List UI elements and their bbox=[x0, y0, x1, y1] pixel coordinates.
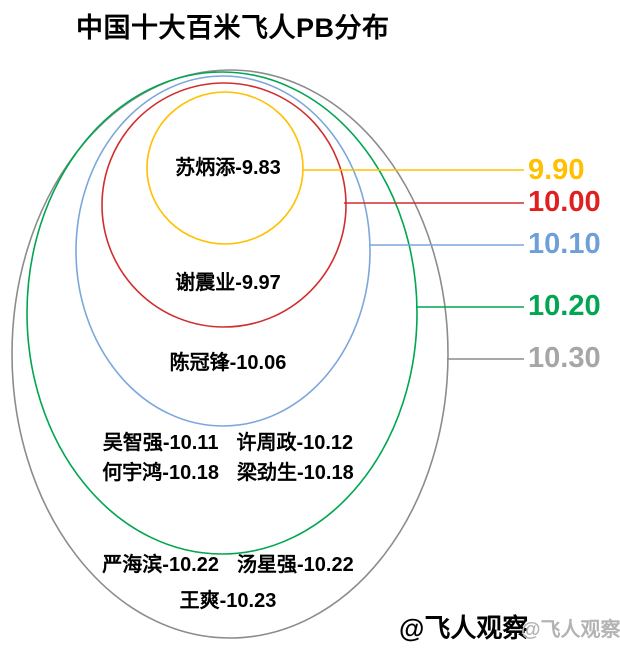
ring-9.90-ellipse bbox=[146, 91, 304, 245]
ring-10.20-ellipse bbox=[26, 71, 418, 555]
athlete-label-wang-shuang: 王爽-10.23 bbox=[180, 591, 277, 611]
ring-10.30-ellipse bbox=[11, 69, 449, 639]
athlete-row-wu-xu: 吴智强-10.11 许周政-10.12 bbox=[103, 433, 353, 453]
athlete-label-su-bingtian: 苏炳添-9.83 bbox=[175, 158, 281, 178]
athlete-label-chen-guanfeng: 陈冠锋-10.06 bbox=[170, 353, 287, 373]
athlete-label-yan-haibin: 严海滨-10.22 bbox=[102, 554, 219, 576]
athlete-name-pb: 苏炳添-9.83 bbox=[175, 157, 281, 179]
athlete-name-pb: 陈冠锋-10.06 bbox=[169, 352, 287, 374]
legend-item-9.90: 9.90 bbox=[528, 154, 585, 186]
athlete-label-xie-zhenye: 谢震业-9.97 bbox=[175, 273, 281, 293]
athlete-name-pb: 王爽-10.23 bbox=[179, 590, 277, 612]
legend-item-10.10: 10.10 bbox=[528, 228, 601, 260]
athlete-row-yan-tang: 严海滨-10.22 汤星强-10.22 bbox=[102, 555, 353, 575]
athlete-name-pb: 谢震业-9.97 bbox=[175, 272, 281, 294]
legend-item-10.30: 10.30 bbox=[528, 342, 601, 374]
athlete-label-tang-xingqiang: 汤星强-10.22 bbox=[237, 554, 354, 576]
athlete-row-he-liang: 何宇鸿-10.18 梁劲生-10.18 bbox=[102, 463, 353, 483]
watermark-secondary: @飞人观察 bbox=[521, 619, 620, 641]
athlete-label-wu-zhiqiang: 吴智强-10.11 bbox=[102, 432, 219, 454]
athlete-label-xu-zhouzheng: 许周政-10.12 bbox=[236, 432, 354, 454]
legend-item-10.00: 10.00 bbox=[528, 186, 601, 218]
athlete-label-liang-jinsheng: 梁劲生-10.18 bbox=[237, 462, 354, 484]
legend-item-10.20: 10.20 bbox=[528, 290, 601, 322]
ring-10.10-ellipse bbox=[75, 75, 371, 427]
chart-title: 中国十大百米飞人PB分布 bbox=[76, 13, 390, 43]
watermark-primary: @飞人观察 bbox=[399, 613, 529, 643]
ring-10.00-ellipse bbox=[101, 82, 347, 328]
athlete-label-he-yuhong: 何宇鸿-10.18 bbox=[102, 462, 219, 484]
